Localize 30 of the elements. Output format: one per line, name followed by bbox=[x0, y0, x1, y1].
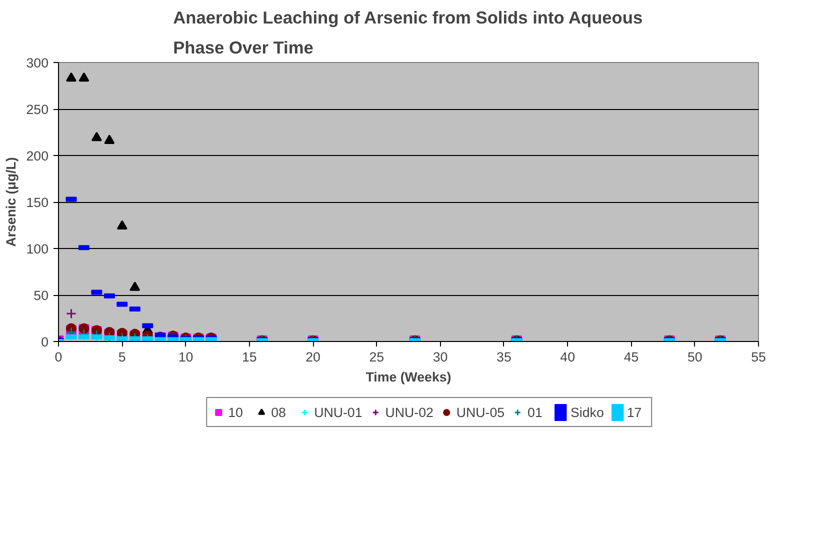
y-tick-label: 100 bbox=[26, 242, 49, 256]
y-tick-label: 200 bbox=[26, 148, 49, 164]
x-tick-label: 20 bbox=[306, 350, 320, 364]
x-tick-label: 10 bbox=[178, 350, 194, 364]
x-tick-label: 50 bbox=[687, 350, 702, 364]
x-tick-label: 5 bbox=[118, 350, 126, 364]
legend-label: 08 bbox=[271, 404, 287, 420]
legend-label: Sidko bbox=[570, 404, 604, 420]
y-tick-label: 250 bbox=[26, 102, 49, 117]
y-tick-label: 50 bbox=[34, 288, 49, 303]
y-axis-title: Arsenic (μg/L) bbox=[3, 157, 18, 247]
y-tick-label: 0 bbox=[41, 334, 49, 350]
y-tick-label: 300 bbox=[26, 56, 49, 70]
legend-label: 01 bbox=[528, 404, 544, 420]
x-tick-label: 55 bbox=[751, 350, 766, 364]
legend-label: 17 bbox=[626, 404, 643, 420]
legend-label: UNU-01 bbox=[314, 404, 362, 420]
x-tick-label: 45 bbox=[624, 350, 639, 364]
x-tick-label: 40 bbox=[560, 350, 576, 364]
x-tick-label: 15 bbox=[242, 350, 257, 364]
y-tick-label: 150 bbox=[26, 195, 49, 210]
legend-label: UNU-02 bbox=[385, 404, 434, 420]
x-axis-title: Time (Weeks) bbox=[366, 370, 452, 384]
x-tick-label: 30 bbox=[432, 350, 448, 364]
legend-label: UNU-05 bbox=[456, 404, 505, 420]
x-tick-label: 25 bbox=[369, 350, 384, 364]
chart-title: Anaerobic Leaching of Arsenic from Solids into Aqueous Phase Over Time bbox=[173, 8, 643, 58]
x-tick-label: 35 bbox=[496, 350, 512, 364]
legend-label: 10 bbox=[228, 404, 244, 420]
x-tick-label: 0 bbox=[54, 350, 62, 364]
